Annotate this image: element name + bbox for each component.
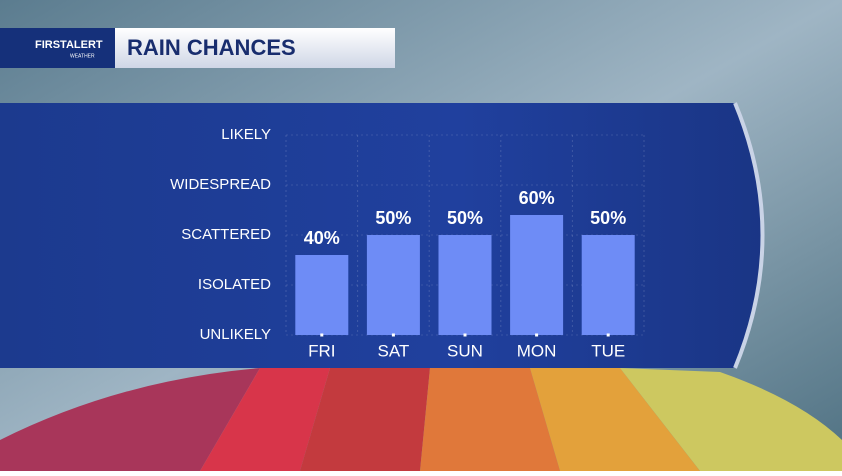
tick-dot bbox=[320, 333, 324, 337]
plot: UNLIKELY ISOLATED SCATTERED WIDESPREAD LIKEL… bbox=[170, 126, 645, 360]
tick-dot bbox=[535, 333, 539, 337]
tick-dot bbox=[606, 333, 610, 337]
value-label: 60% bbox=[519, 188, 555, 208]
x-tick-label: MON bbox=[517, 341, 557, 360]
logo-sub: WEATHER bbox=[70, 53, 95, 59]
tick-dot bbox=[391, 333, 395, 337]
x-tick-label: SUN bbox=[447, 341, 483, 360]
x-tick-label: SAT bbox=[377, 341, 409, 360]
y-tick-label: LIKELY bbox=[221, 126, 271, 143]
x-tick-label: FRI bbox=[308, 341, 335, 360]
bar bbox=[438, 235, 492, 335]
bar bbox=[295, 255, 349, 335]
value-label: 50% bbox=[375, 208, 411, 228]
logo-text: FIRSTALERT bbox=[35, 39, 103, 51]
tick-dot bbox=[463, 333, 467, 337]
chart-title: RAIN CHANCES bbox=[127, 35, 296, 60]
panel-edge bbox=[733, 102, 765, 369]
title-box bbox=[115, 28, 395, 68]
y-tick-label: SCATTERED bbox=[181, 226, 271, 243]
umbrella bbox=[0, 368, 842, 471]
value-label: 40% bbox=[304, 228, 340, 248]
bar bbox=[366, 235, 420, 335]
y-tick-label: ISOLATED bbox=[198, 276, 271, 293]
bar bbox=[510, 215, 564, 335]
y-tick-label: WIDESPREAD bbox=[170, 176, 271, 193]
logo-box bbox=[0, 28, 115, 68]
x-tick-label: TUE bbox=[591, 341, 625, 360]
value-label: 50% bbox=[590, 208, 626, 228]
bar bbox=[581, 235, 635, 335]
value-label: 50% bbox=[447, 208, 483, 228]
y-tick-label: UNLIKELY bbox=[200, 326, 271, 343]
